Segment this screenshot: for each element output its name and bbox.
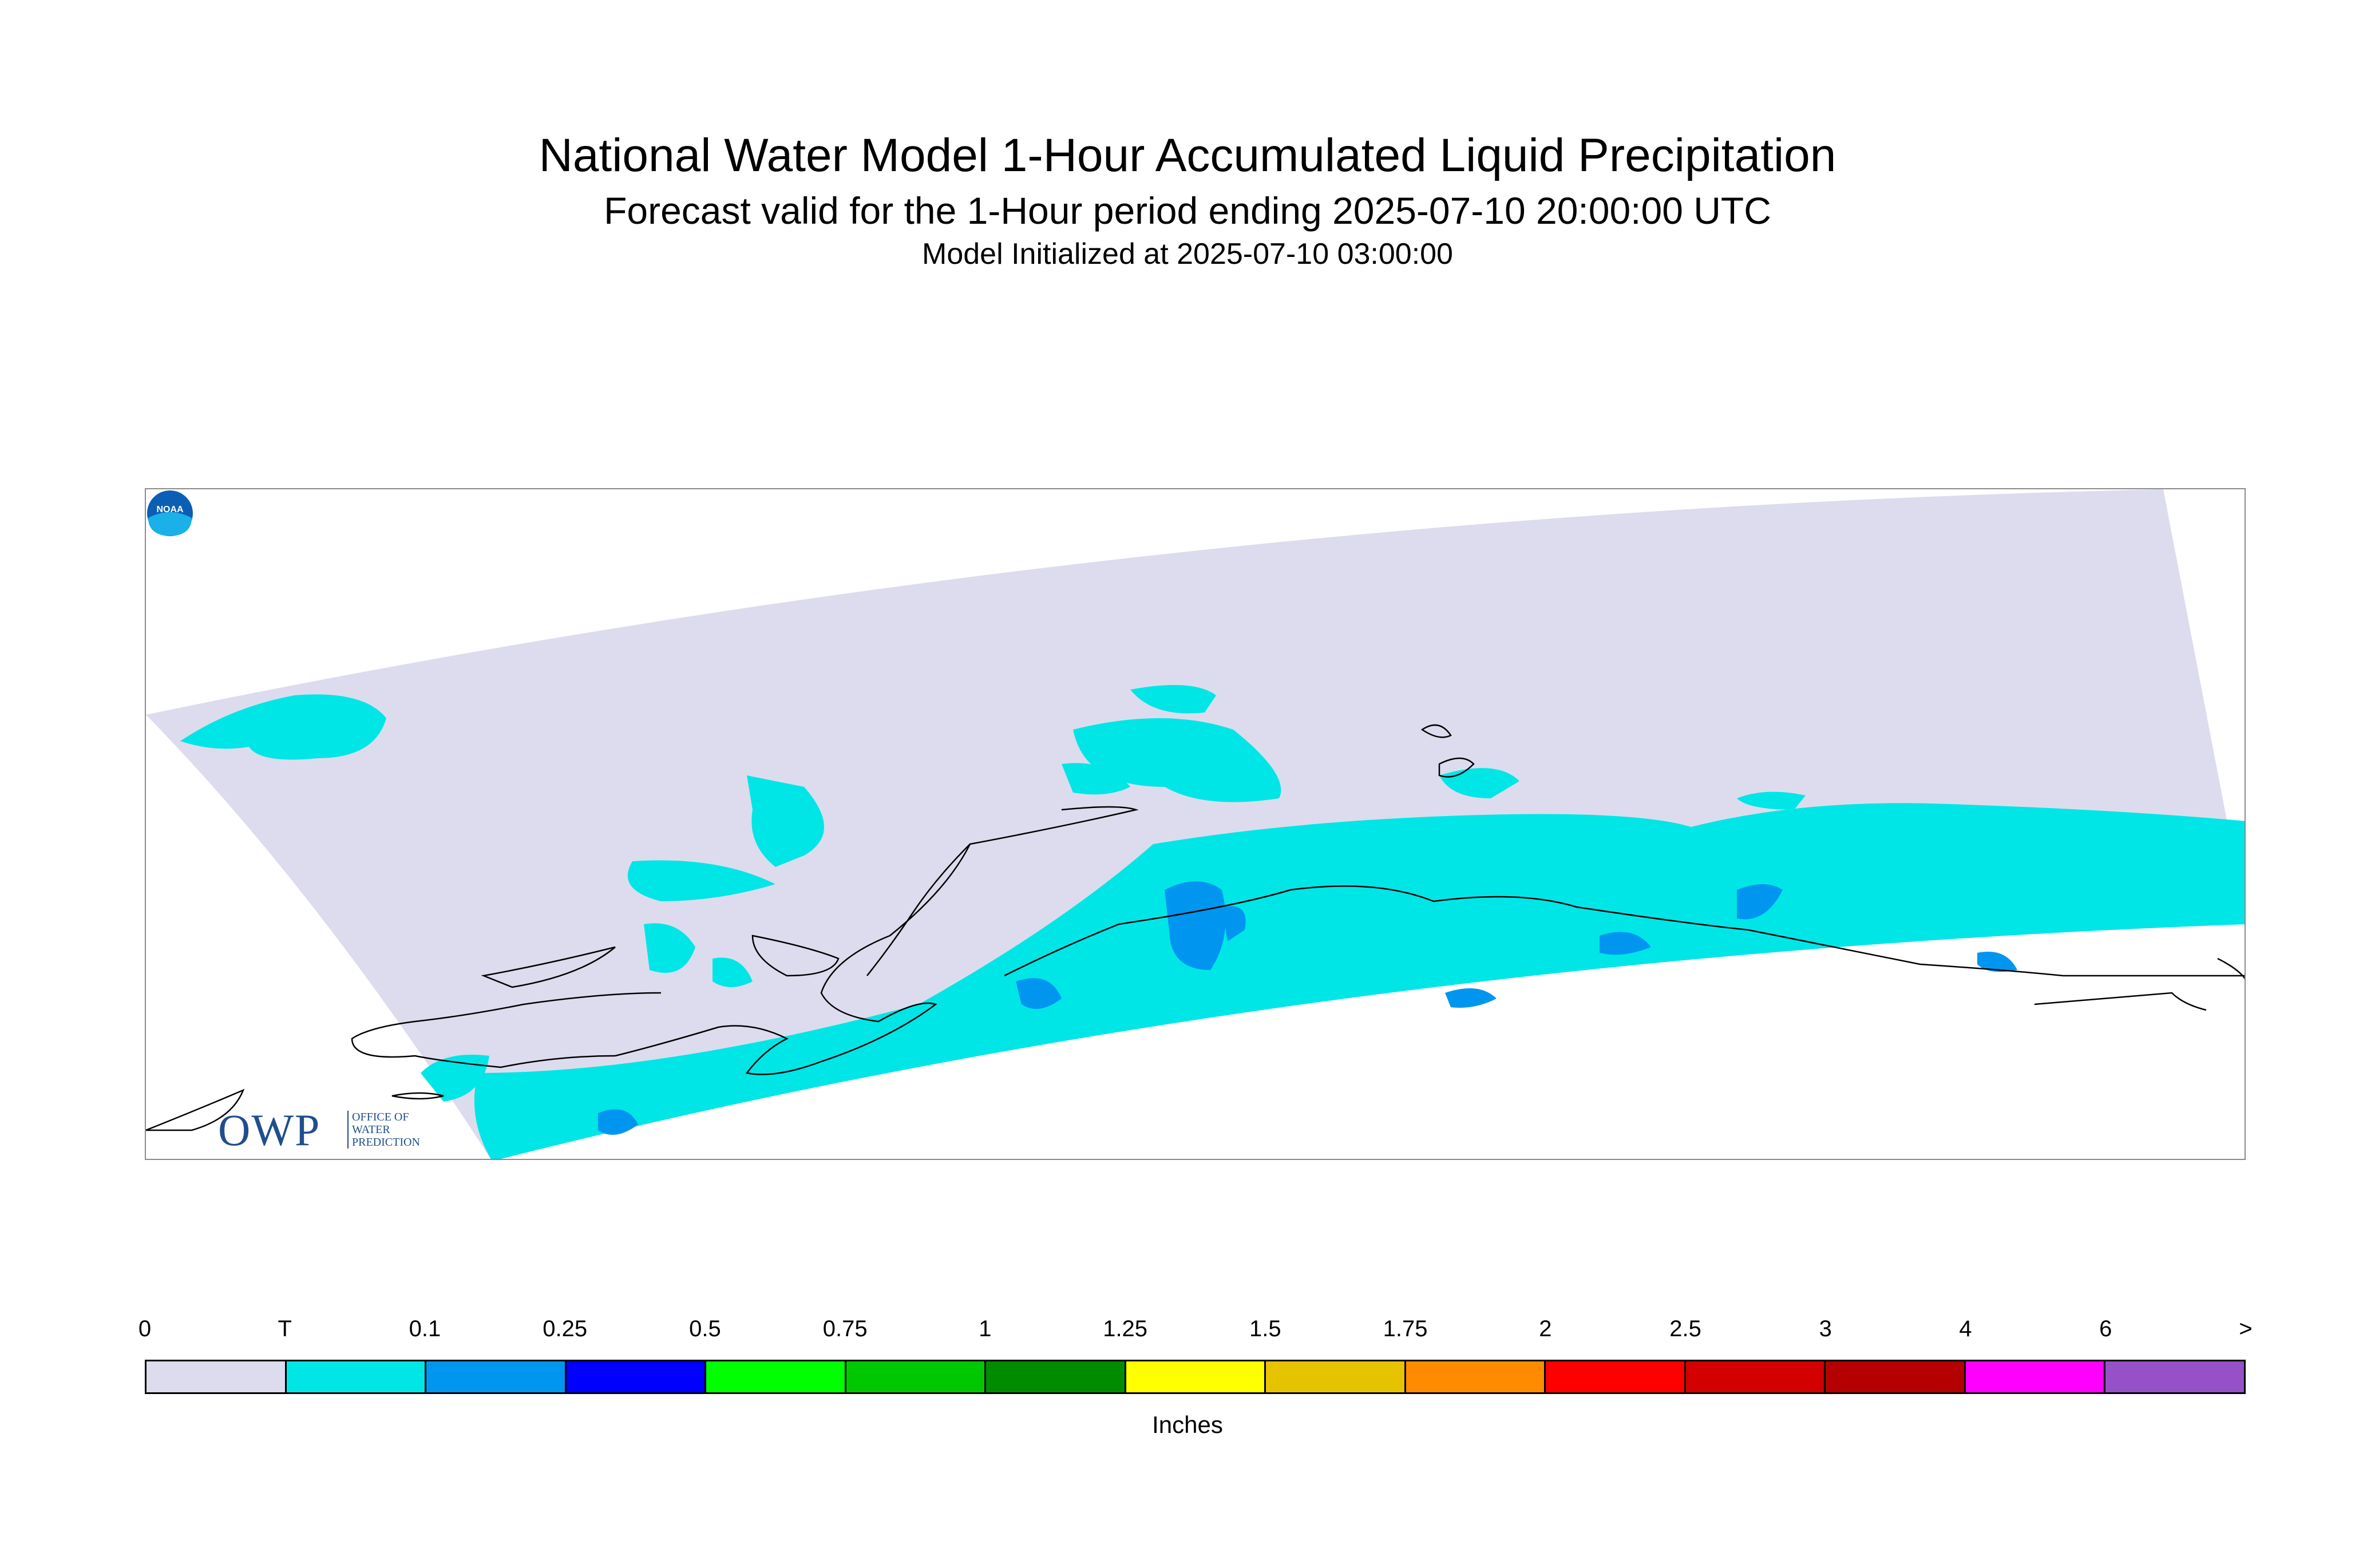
legend-tick-label: 2 bbox=[1539, 1316, 1552, 1341]
legend-swatch bbox=[1685, 1361, 1826, 1392]
legend-swatch bbox=[1126, 1361, 1266, 1392]
color-legend-bar bbox=[145, 1360, 2246, 1394]
legend-swatch bbox=[706, 1361, 846, 1392]
legend-tick-label: 2.5 bbox=[1669, 1316, 1701, 1341]
chart-title: National Water Model 1-Hour Accumulated … bbox=[539, 129, 1836, 181]
legend-swatch bbox=[426, 1361, 567, 1392]
legend-swatch bbox=[1546, 1361, 1686, 1392]
model-domain bbox=[146, 489, 2245, 1159]
legend-tick-label: 0.25 bbox=[543, 1316, 588, 1341]
noaa-logo-icon: NOAA bbox=[147, 490, 193, 536]
precipitation-map bbox=[146, 489, 2245, 1159]
legend-swatch bbox=[846, 1361, 987, 1392]
model-init-line: Model Initialized at 2025-07-10 03:00:00 bbox=[922, 237, 1453, 271]
legend-swatch bbox=[986, 1361, 1126, 1392]
legend-tick-label: 0 bbox=[138, 1316, 152, 1341]
legend-swatch bbox=[2105, 1361, 2244, 1392]
legend-tick-label: 0.5 bbox=[689, 1316, 721, 1341]
legend-tick-label: 4 bbox=[1959, 1316, 1972, 1341]
legend-swatch bbox=[1266, 1361, 1406, 1392]
legend-tick-label: 1.5 bbox=[1249, 1316, 1281, 1341]
legend-swatch bbox=[286, 1361, 427, 1392]
legend-tick-label: 1.25 bbox=[1103, 1316, 1148, 1341]
legend-tick-label: 6 bbox=[2099, 1316, 2112, 1341]
trace-precip-areas bbox=[180, 685, 2245, 1159]
map-panel: OWP OFFICE OF WATER PREDICTION NOAA bbox=[145, 488, 2246, 1160]
coastlines bbox=[146, 724, 2245, 1131]
legend-units-label: Inches bbox=[1152, 1411, 1223, 1438]
legend-swatch bbox=[1965, 1361, 2106, 1392]
legend-swatch bbox=[566, 1361, 707, 1392]
legend-tick-label: 1 bbox=[979, 1316, 992, 1341]
legend-tick-label: 3 bbox=[1819, 1316, 1832, 1341]
legend-tick-label: 0.75 bbox=[822, 1316, 868, 1341]
legend-swatch bbox=[1826, 1361, 1966, 1392]
legend-swatch bbox=[147, 1361, 287, 1392]
light-precip-areas bbox=[598, 881, 2017, 1135]
legend-tick-label: T bbox=[278, 1316, 292, 1341]
svg-text:NOAA: NOAA bbox=[156, 505, 184, 514]
legend-tick-label: 1.75 bbox=[1383, 1316, 1428, 1341]
legend-tick-label: 0.1 bbox=[409, 1316, 441, 1341]
legend-tick-labels: 0 T 0.1 0.25 0.5 0.75 1 1.25 1.5 1.75 2 2.5 3 4 6 > bbox=[0, 1316, 2375, 1351]
chart-subtitle: Forecast valid for the 1-Hour period end… bbox=[604, 189, 1771, 232]
legend-tick-label: > bbox=[2239, 1316, 2253, 1341]
legend-swatch bbox=[1406, 1361, 1546, 1392]
owp-logo: OWP OFFICE OF WATER PREDICTION bbox=[218, 1105, 420, 1155]
